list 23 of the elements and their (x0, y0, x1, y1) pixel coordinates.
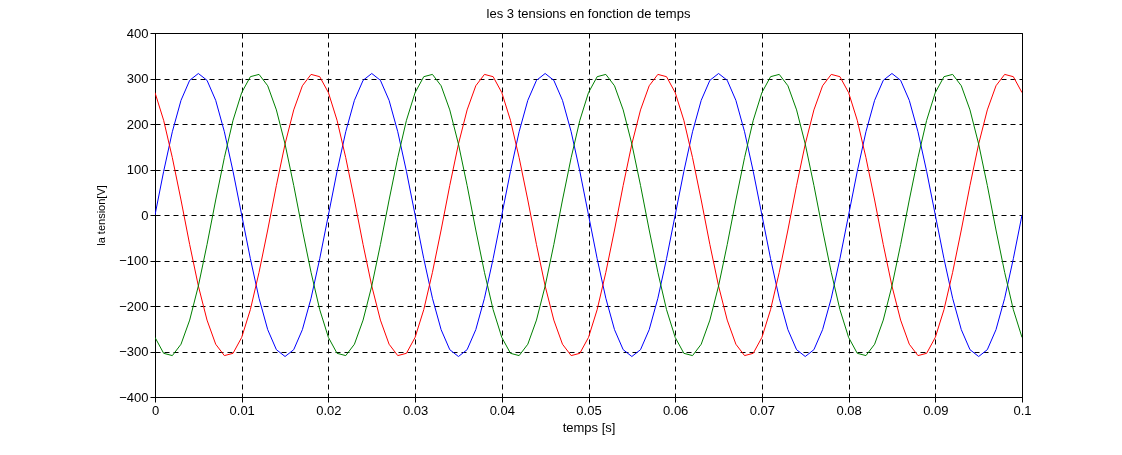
x-tick-label: 0.05 (576, 402, 602, 418)
y-tick-label: 300 (126, 71, 149, 86)
x-tick-label: 0.09 (923, 402, 949, 418)
x-tick-label: 0.03 (402, 402, 429, 418)
x-tick-label: 0.06 (663, 402, 689, 418)
x-tick-label: 0 (151, 402, 160, 418)
x-tick-label: 0.04 (489, 402, 515, 418)
y-tick-label: 100 (126, 162, 149, 177)
y-tick-label: −200 (119, 298, 149, 314)
x-tick-label: 0.08 (836, 402, 862, 418)
y-tick-label: 200 (126, 116, 149, 132)
y-axis-title: la tension[V] (95, 185, 108, 246)
y-tick-label: −100 (119, 253, 149, 268)
chart-title: les 3 tensions en fonction de temps (486, 6, 691, 21)
x-tick-label: 0.02 (316, 402, 342, 418)
x-tick-label: 0.1 (1013, 402, 1032, 418)
y-tick-label: −300 (119, 344, 149, 359)
x-axis-title: temps [s] (562, 419, 616, 435)
y-tick-label: 400 (126, 25, 149, 41)
x-tick-label: 0.07 (749, 402, 776, 418)
y-tick-label: −400 (119, 389, 149, 405)
x-tick-label: 0.01 (229, 402, 255, 418)
y-tick-label: 0 (141, 207, 149, 223)
